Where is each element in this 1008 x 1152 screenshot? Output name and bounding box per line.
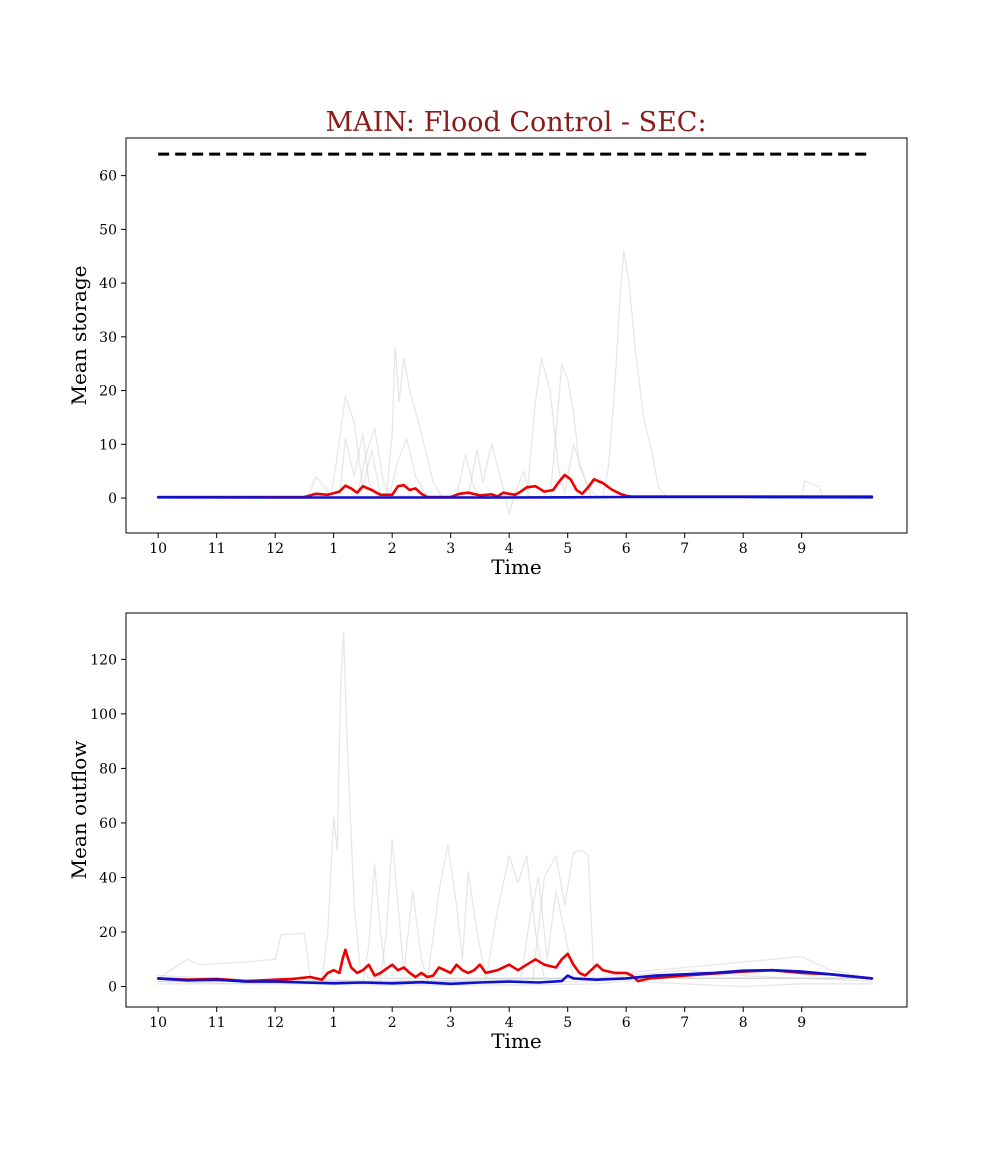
series-line-ensemble-member	[157, 427, 873, 499]
series-line-mean-blue	[156, 495, 874, 499]
y-axis-label: Mean outflow	[67, 741, 91, 880]
x-tick-label: 8	[739, 541, 748, 557]
x-axis-label: Time	[491, 1029, 542, 1053]
series-line-ensemble-member	[157, 631, 873, 985]
series-line-ensemble-member	[157, 955, 873, 982]
series-line-ensemble-member	[157, 844, 873, 982]
x-axis-label: Time	[491, 555, 542, 579]
x-tick-label: 1	[329, 541, 338, 557]
x-tick-label: 3	[446, 1015, 455, 1031]
axes-frame	[125, 612, 908, 1008]
y-tick-label: 50	[99, 222, 117, 238]
series-line-ensemble-member	[157, 863, 873, 982]
series-line-ensemble-member	[157, 395, 873, 499]
y-tick-label: 60	[99, 816, 117, 832]
series-line-ensemble-member	[157, 876, 873, 982]
x-tick-label: 2	[388, 1015, 397, 1031]
x-tick-label: 5	[563, 1015, 572, 1031]
series-line-ensemble-member	[157, 250, 873, 499]
x-tick-label: 4	[505, 541, 514, 557]
series-line-ensemble-member	[157, 838, 873, 982]
x-tick-label: 7	[680, 1015, 689, 1031]
series-line-ensemble-member	[157, 346, 873, 499]
x-tick-label: 11	[208, 1015, 226, 1031]
x-tick-label: 3	[446, 541, 455, 557]
x-tick-label: 10	[149, 541, 167, 557]
x-tick-label: 10	[149, 1015, 167, 1031]
series-line-ensemble-member	[157, 849, 873, 982]
x-tick-label: 6	[622, 541, 631, 557]
axes-frame	[125, 137, 908, 534]
series-line-ensemble-member	[157, 443, 873, 515]
y-tick-label: 40	[99, 870, 117, 886]
y-tick-label: 0	[108, 980, 117, 996]
x-tick-label: 9	[797, 1015, 806, 1031]
plot-area	[156, 152, 874, 515]
x-tick-label: 12	[266, 541, 284, 557]
x-tick-label: 2	[388, 541, 397, 557]
y-tick-label: 0	[108, 491, 117, 507]
series-line-mean-red	[156, 948, 874, 983]
x-tick-label: 7	[680, 541, 689, 557]
y-tick-label: 10	[99, 437, 117, 453]
y-axis-label: Mean storage	[67, 266, 91, 406]
figure-title: MAIN: Flood Control - SEC:	[325, 107, 706, 138]
x-tick-label: 12	[266, 1015, 284, 1031]
series-line-ensemble-member	[157, 855, 873, 982]
x-tick-label: 8	[739, 1015, 748, 1031]
y-tick-label: 80	[99, 761, 117, 777]
y-tick-label: 20	[99, 925, 117, 941]
y-tick-label: 120	[90, 652, 117, 668]
series-line-ensemble-member	[157, 363, 873, 499]
x-tick-label: 11	[208, 541, 226, 557]
plot-area	[156, 631, 874, 988]
series-line-ensemble-member	[157, 432, 873, 499]
y-tick-label: 40	[99, 276, 117, 292]
y-tick-label: 100	[90, 707, 117, 723]
y-tick-label: 60	[99, 169, 117, 185]
x-tick-label: 4	[505, 1015, 514, 1031]
series-line-mean-red	[156, 473, 874, 499]
y-tick-label: 30	[99, 330, 117, 346]
series-line-ensemble-member	[157, 357, 873, 499]
x-tick-label: 5	[563, 541, 572, 557]
x-tick-label: 9	[797, 541, 806, 557]
series-line-mean-blue	[156, 968, 874, 986]
x-tick-label: 6	[622, 1015, 631, 1031]
y-tick-label: 20	[99, 384, 117, 400]
x-tick-label: 1	[329, 1015, 338, 1031]
